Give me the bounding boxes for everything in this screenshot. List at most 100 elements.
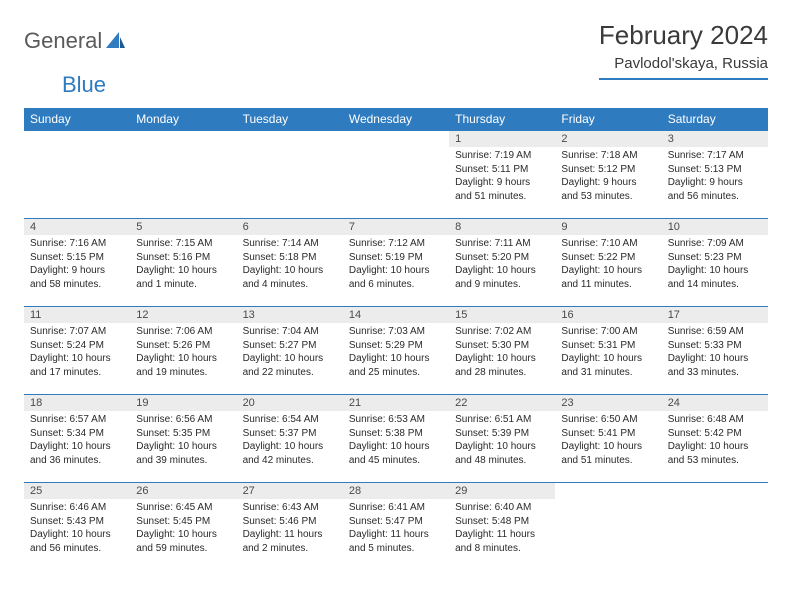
day-number: 23	[555, 395, 661, 411]
calendar-day-cell: 24Sunrise: 6:48 AMSunset: 5:42 PMDayligh…	[662, 395, 768, 483]
calendar-empty-cell	[130, 131, 236, 219]
sunset-line: Sunset: 5:16 PM	[136, 251, 230, 265]
day-details: Sunrise: 6:41 AMSunset: 5:47 PMDaylight:…	[343, 499, 449, 559]
day-details: Sunrise: 7:00 AMSunset: 5:31 PMDaylight:…	[555, 323, 661, 383]
sunrise-line: Sunrise: 7:15 AM	[136, 237, 230, 251]
sunrise-line: Sunrise: 7:10 AM	[561, 237, 655, 251]
day-number: 28	[343, 483, 449, 499]
calendar-day-cell: 13Sunrise: 7:04 AMSunset: 5:27 PMDayligh…	[237, 307, 343, 395]
calendar-empty-cell	[555, 483, 661, 571]
daylight-line: Daylight: 10 hours and 45 minutes.	[349, 440, 443, 467]
day-details: Sunrise: 6:46 AMSunset: 5:43 PMDaylight:…	[24, 499, 130, 559]
sunrise-line: Sunrise: 7:11 AM	[455, 237, 549, 251]
sunset-line: Sunset: 5:30 PM	[455, 339, 549, 353]
sunrise-line: Sunrise: 6:46 AM	[30, 501, 124, 515]
sunrise-line: Sunrise: 7:04 AM	[243, 325, 337, 339]
day-details: Sunrise: 7:04 AMSunset: 5:27 PMDaylight:…	[237, 323, 343, 383]
day-number: 12	[130, 307, 236, 323]
sunrise-line: Sunrise: 7:14 AM	[243, 237, 337, 251]
brand-logo: General	[24, 20, 128, 54]
daylight-line: Daylight: 10 hours and 39 minutes.	[136, 440, 230, 467]
sunrise-line: Sunrise: 6:40 AM	[455, 501, 549, 515]
day-details: Sunrise: 7:18 AMSunset: 5:12 PMDaylight:…	[555, 147, 661, 207]
sunset-line: Sunset: 5:35 PM	[136, 427, 230, 441]
weekday-header: Sunday	[24, 108, 130, 131]
day-details: Sunrise: 7:06 AMSunset: 5:26 PMDaylight:…	[130, 323, 236, 383]
day-number: 11	[24, 307, 130, 323]
calendar-day-cell: 15Sunrise: 7:02 AMSunset: 5:30 PMDayligh…	[449, 307, 555, 395]
sunset-line: Sunset: 5:43 PM	[30, 515, 124, 529]
weekday-header: Monday	[130, 108, 236, 131]
daylight-line: Daylight: 10 hours and 31 minutes.	[561, 352, 655, 379]
day-number: 21	[343, 395, 449, 411]
daylight-line: Daylight: 10 hours and 1 minute.	[136, 264, 230, 291]
day-number: 19	[130, 395, 236, 411]
calendar-day-cell: 17Sunrise: 6:59 AMSunset: 5:33 PMDayligh…	[662, 307, 768, 395]
sunrise-line: Sunrise: 6:41 AM	[349, 501, 443, 515]
sunrise-line: Sunrise: 7:17 AM	[668, 149, 762, 163]
day-number: 5	[130, 219, 236, 235]
sunset-line: Sunset: 5:20 PM	[455, 251, 549, 265]
calendar-day-cell: 8Sunrise: 7:11 AMSunset: 5:20 PMDaylight…	[449, 219, 555, 307]
calendar-day-cell: 26Sunrise: 6:45 AMSunset: 5:45 PMDayligh…	[130, 483, 236, 571]
day-number: 27	[237, 483, 343, 499]
sunrise-line: Sunrise: 7:03 AM	[349, 325, 443, 339]
sunrise-line: Sunrise: 7:18 AM	[561, 149, 655, 163]
daylight-line: Daylight: 10 hours and 4 minutes.	[243, 264, 337, 291]
calendar-day-cell: 25Sunrise: 6:46 AMSunset: 5:43 PMDayligh…	[24, 483, 130, 571]
calendar-empty-cell	[662, 483, 768, 571]
day-details: Sunrise: 6:50 AMSunset: 5:41 PMDaylight:…	[555, 411, 661, 471]
sunset-line: Sunset: 5:37 PM	[243, 427, 337, 441]
calendar-day-cell: 28Sunrise: 6:41 AMSunset: 5:47 PMDayligh…	[343, 483, 449, 571]
calendar-day-cell: 7Sunrise: 7:12 AMSunset: 5:19 PMDaylight…	[343, 219, 449, 307]
brand-blue: Blue	[62, 72, 106, 98]
calendar-day-cell: 12Sunrise: 7:06 AMSunset: 5:26 PMDayligh…	[130, 307, 236, 395]
calendar-table: SundayMondayTuesdayWednesdayThursdayFrid…	[24, 108, 768, 571]
sunrise-line: Sunrise: 6:54 AM	[243, 413, 337, 427]
calendar-week-row: 25Sunrise: 6:46 AMSunset: 5:43 PMDayligh…	[24, 483, 768, 571]
weekday-header-row: SundayMondayTuesdayWednesdayThursdayFrid…	[24, 108, 768, 131]
sunset-line: Sunset: 5:24 PM	[30, 339, 124, 353]
sunrise-line: Sunrise: 7:02 AM	[455, 325, 549, 339]
sunrise-line: Sunrise: 7:09 AM	[668, 237, 762, 251]
sunrise-line: Sunrise: 7:00 AM	[561, 325, 655, 339]
weekday-header: Saturday	[662, 108, 768, 131]
sunset-line: Sunset: 5:15 PM	[30, 251, 124, 265]
sunset-line: Sunset: 5:33 PM	[668, 339, 762, 353]
weekday-header: Tuesday	[237, 108, 343, 131]
calendar-day-cell: 9Sunrise: 7:10 AMSunset: 5:22 PMDaylight…	[555, 219, 661, 307]
sunset-line: Sunset: 5:31 PM	[561, 339, 655, 353]
calendar-empty-cell	[237, 131, 343, 219]
day-number: 1	[449, 131, 555, 147]
sunset-line: Sunset: 5:18 PM	[243, 251, 337, 265]
calendar-day-cell: 20Sunrise: 6:54 AMSunset: 5:37 PMDayligh…	[237, 395, 343, 483]
sunrise-line: Sunrise: 6:48 AM	[668, 413, 762, 427]
calendar-day-cell: 6Sunrise: 7:14 AMSunset: 5:18 PMDaylight…	[237, 219, 343, 307]
day-details: Sunrise: 7:12 AMSunset: 5:19 PMDaylight:…	[343, 235, 449, 295]
daylight-line: Daylight: 10 hours and 22 minutes.	[243, 352, 337, 379]
calendar-empty-cell	[24, 131, 130, 219]
sunrise-line: Sunrise: 6:45 AM	[136, 501, 230, 515]
day-details: Sunrise: 7:11 AMSunset: 5:20 PMDaylight:…	[449, 235, 555, 295]
day-details: Sunrise: 7:14 AMSunset: 5:18 PMDaylight:…	[237, 235, 343, 295]
day-details: Sunrise: 6:57 AMSunset: 5:34 PMDaylight:…	[24, 411, 130, 471]
daylight-line: Daylight: 10 hours and 51 minutes.	[561, 440, 655, 467]
sunset-line: Sunset: 5:38 PM	[349, 427, 443, 441]
daylight-line: Daylight: 10 hours and 6 minutes.	[349, 264, 443, 291]
day-number: 15	[449, 307, 555, 323]
daylight-line: Daylight: 10 hours and 19 minutes.	[136, 352, 230, 379]
day-details: Sunrise: 7:07 AMSunset: 5:24 PMDaylight:…	[24, 323, 130, 383]
day-details: Sunrise: 7:09 AMSunset: 5:23 PMDaylight:…	[662, 235, 768, 295]
day-number: 22	[449, 395, 555, 411]
daylight-line: Daylight: 9 hours and 58 minutes.	[30, 264, 124, 291]
day-number: 7	[343, 219, 449, 235]
brand-general: General	[24, 28, 102, 54]
calendar-week-row: 18Sunrise: 6:57 AMSunset: 5:34 PMDayligh…	[24, 395, 768, 483]
day-number: 29	[449, 483, 555, 499]
calendar-day-cell: 4Sunrise: 7:16 AMSunset: 5:15 PMDaylight…	[24, 219, 130, 307]
sunrise-line: Sunrise: 6:51 AM	[455, 413, 549, 427]
sunset-line: Sunset: 5:46 PM	[243, 515, 337, 529]
day-number: 17	[662, 307, 768, 323]
daylight-line: Daylight: 10 hours and 9 minutes.	[455, 264, 549, 291]
page-subtitle: Pavlodol'skaya, Russia	[599, 55, 768, 80]
